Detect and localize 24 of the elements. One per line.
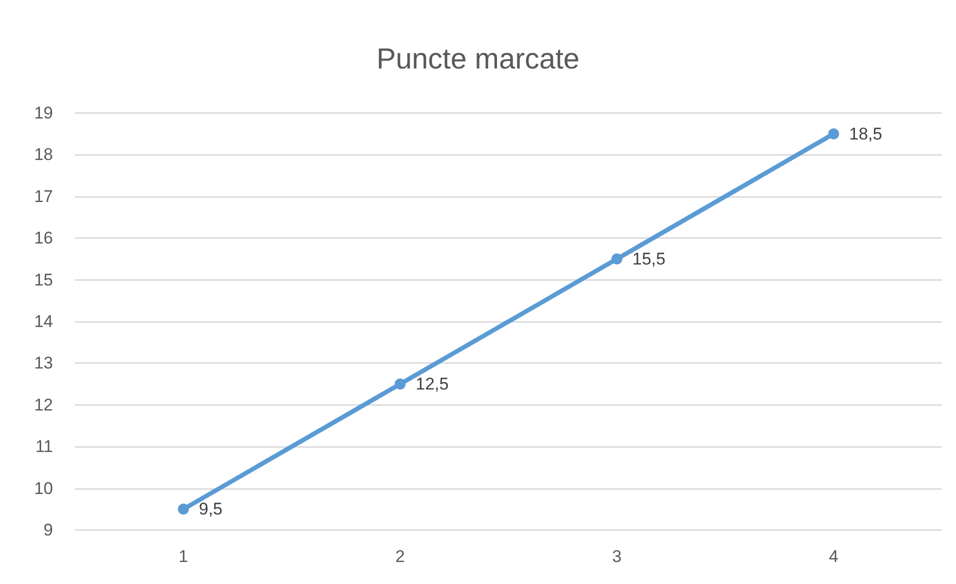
point xyxy=(394,378,406,390)
point xyxy=(178,504,189,515)
y-tick-label: 11 xyxy=(35,437,53,456)
x-tick-label: 2 xyxy=(395,547,405,566)
data-label: 12,5 xyxy=(416,374,449,394)
y-tick-label: 15 xyxy=(34,270,53,290)
y-tick-label: 16 xyxy=(34,228,53,248)
y-tick-label: 18 xyxy=(34,145,53,164)
data-label: 9,5 xyxy=(198,500,223,519)
point xyxy=(611,253,622,264)
y-tick-label: 19 xyxy=(34,104,53,122)
point xyxy=(828,128,840,140)
x-tick-label: 4 xyxy=(828,547,838,566)
data-label: 18,5 xyxy=(849,124,882,144)
y-tick-label: 10 xyxy=(34,478,53,498)
data-label: 15,5 xyxy=(632,249,666,268)
y-tick-label: 9 xyxy=(44,520,53,540)
y-tick-label: 14 xyxy=(34,312,53,331)
chart-title: Puncte marcate xyxy=(376,44,580,76)
y-tick-label: 17 xyxy=(34,186,53,206)
y-tick-label: 13 xyxy=(34,354,53,373)
y-tick-label: 12 xyxy=(34,395,53,414)
x-tick-label: 1 xyxy=(178,547,188,566)
x-tick-label: 3 xyxy=(612,547,622,566)
